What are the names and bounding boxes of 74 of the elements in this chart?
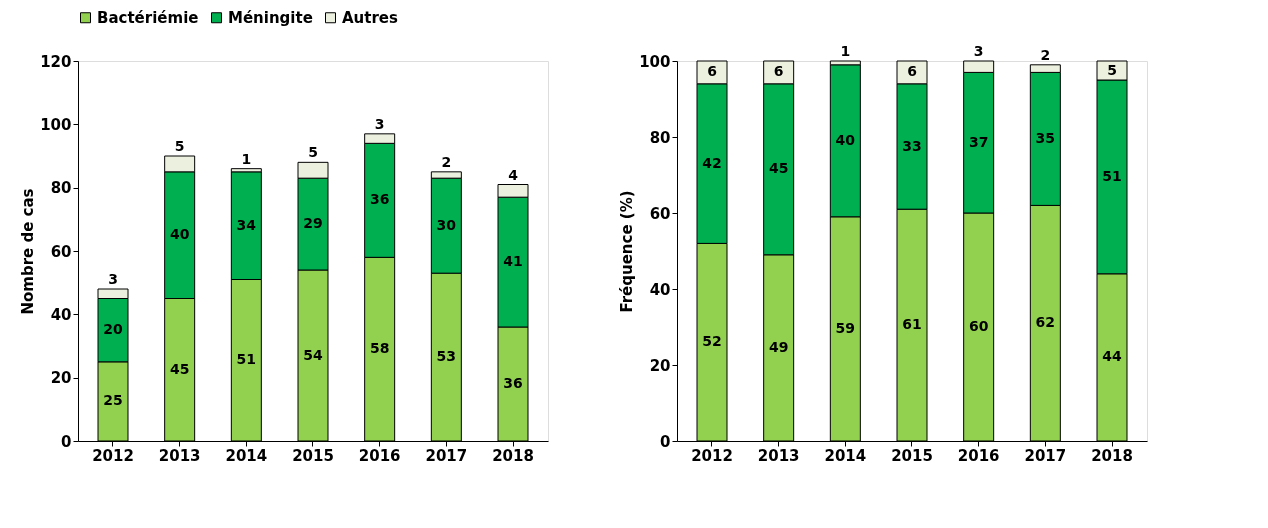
x-tick-label: 2013 — [158, 446, 201, 465]
data-label: 6 — [707, 63, 717, 80]
data-label: 40 — [169, 226, 190, 243]
data-label: 6 — [773, 63, 784, 80]
legend-label: Autres — [342, 8, 399, 27]
x-tick-label: 2012 — [691, 446, 733, 465]
data-label: 45 — [169, 360, 190, 377]
y-tick-label: 20 — [50, 369, 72, 388]
data-label: 51 — [236, 351, 257, 368]
data-label: 62 — [1035, 314, 1056, 331]
data-label: 25 — [103, 392, 123, 409]
data-label: 52 — [702, 333, 722, 350]
x-tick-label: 2015 — [292, 446, 334, 465]
y-tick-label: 0 — [660, 432, 671, 451]
data-label: 42 — [702, 154, 722, 171]
data-label: 41 — [503, 253, 523, 270]
data-label: 37 — [968, 133, 989, 150]
x-tick-label: 2017 — [1024, 446, 1067, 465]
x-tick-label: 2018 — [1091, 446, 1133, 465]
data-label: 53 — [436, 348, 457, 365]
y-tick-label: 120 — [40, 52, 72, 71]
data-label: 5 — [1107, 61, 1117, 78]
data-label: 54 — [303, 346, 323, 363]
x-tick-label: 2018 — [492, 446, 534, 465]
data-label: 49 — [768, 338, 789, 355]
x-tick-label: 2014 — [824, 446, 867, 465]
data-label: 1 — [840, 43, 851, 59]
y-axis-title: Nombre de cas — [19, 188, 38, 315]
x-tick-label: 2016 — [358, 446, 401, 465]
data-label: 2 — [441, 153, 452, 170]
x-tick-label: 2014 — [225, 446, 268, 465]
x-tick-label: 2017 — [425, 446, 468, 465]
data-label: 34 — [236, 216, 257, 233]
data-label: 30 — [436, 216, 457, 233]
y-axis-title: Fréquence (%) — [618, 190, 637, 313]
legend-label: Méningite — [228, 8, 313, 27]
y-tick-label: 60 — [50, 242, 72, 261]
data-label: 29 — [303, 215, 323, 232]
data-label: 5 — [174, 138, 185, 154]
data-label: 5 — [308, 144, 318, 161]
data-label: 60 — [968, 318, 989, 334]
data-label: 44 — [1102, 348, 1122, 365]
data-label: 4 — [508, 166, 519, 183]
y-tick-label: 40 — [50, 305, 72, 324]
data-label: 51 — [1102, 167, 1122, 184]
y-tick-label: 40 — [649, 280, 671, 299]
y-tick-label: 80 — [649, 128, 671, 147]
data-label: 36 — [503, 375, 523, 391]
y-tick-label: 100 — [639, 52, 671, 71]
data-label: 36 — [369, 191, 390, 208]
y-tick-label: 80 — [50, 179, 72, 198]
data-label: 61 — [902, 316, 922, 333]
data-label: 40 — [835, 131, 856, 148]
data-label: 35 — [1035, 129, 1056, 146]
data-label: 33 — [902, 137, 922, 154]
data-label: 58 — [369, 340, 390, 357]
data-label: 45 — [768, 160, 789, 177]
data-label: 3 — [973, 43, 984, 59]
x-tick-label: 2012 — [92, 446, 134, 465]
x-tick-label: 2015 — [891, 446, 933, 465]
data-label: 6 — [907, 63, 917, 80]
y-tick-label: 60 — [649, 204, 671, 223]
data-label: 3 — [374, 115, 385, 132]
y-tick-label: 20 — [649, 356, 671, 375]
x-tick-label: 2013 — [757, 446, 800, 465]
data-label: 20 — [103, 321, 123, 338]
x-tick-label: 2016 — [957, 446, 1000, 465]
data-label: 1 — [241, 150, 252, 167]
data-label: 2 — [1040, 46, 1051, 63]
y-tick-label: 100 — [40, 115, 72, 134]
y-tick-label: 0 — [61, 432, 72, 451]
data-label: 3 — [108, 271, 118, 287]
data-label: 59 — [835, 319, 856, 336]
legend-label: Bactériémie — [97, 8, 199, 27]
